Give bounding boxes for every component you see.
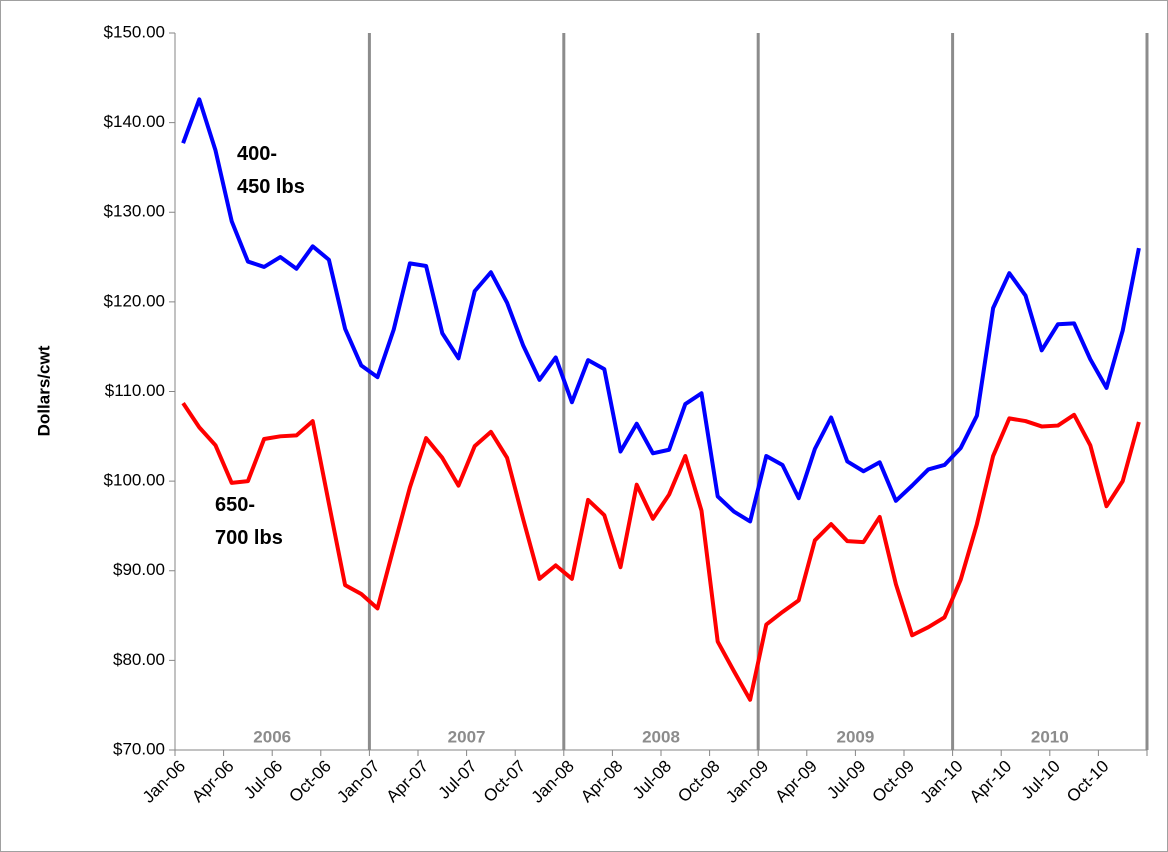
year-label: 2010 <box>1031 727 1069 746</box>
series-line <box>181 97 1141 524</box>
y-tick-label: $130.00 <box>104 202 165 221</box>
year-label: 2008 <box>642 727 680 746</box>
year-label: 2006 <box>253 727 291 746</box>
series-label: 400-450 lbs <box>237 143 305 198</box>
y-tick-label: $120.00 <box>104 291 165 310</box>
y-tick-label: $90.00 <box>113 560 165 579</box>
y-tick-label: $80.00 <box>113 650 165 669</box>
series-line <box>181 402 1141 702</box>
y-tick-label: $70.00 <box>113 739 165 758</box>
y-tick-label: $100.00 <box>104 471 165 490</box>
y-tick-label: $140.00 <box>104 112 165 131</box>
year-label: 2009 <box>836 727 874 746</box>
y-axis-label: Dollars/cwt <box>34 345 53 436</box>
y-tick-label: $150.00 <box>104 22 165 41</box>
y-tick-label: $110.00 <box>105 381 165 400</box>
series-label: 650-700 lbs <box>215 494 283 549</box>
year-label: 2007 <box>448 727 486 746</box>
